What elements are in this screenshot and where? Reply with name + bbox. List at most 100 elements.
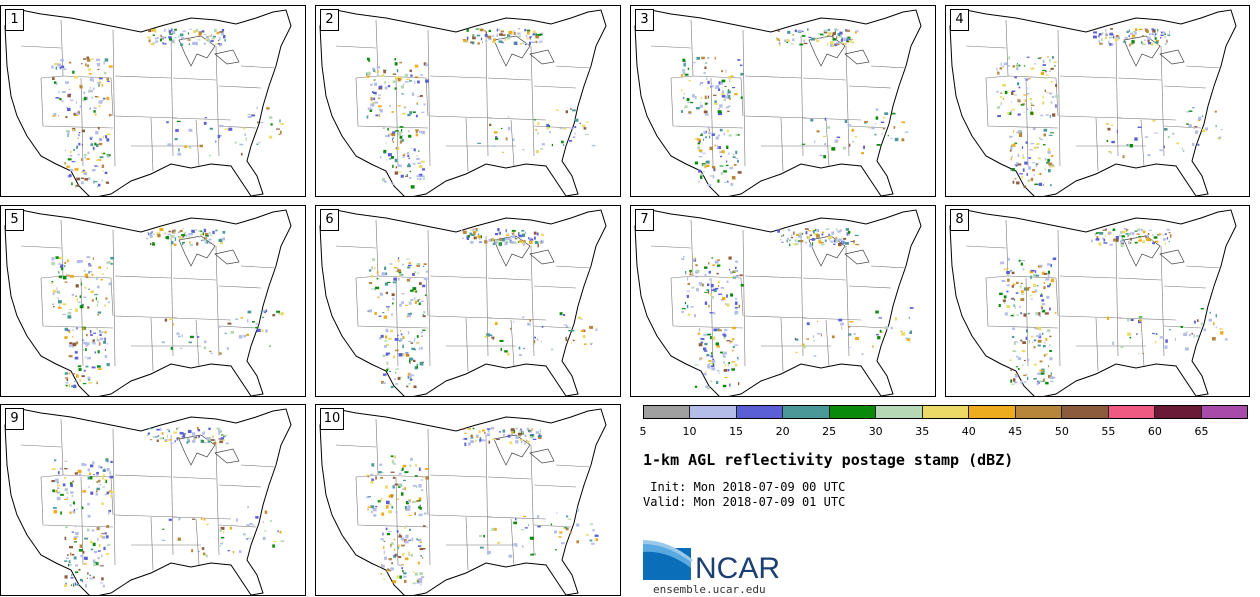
reflectivity-cell bbox=[817, 333, 821, 335]
reflectivity-cell bbox=[414, 271, 417, 273]
reflectivity-cell bbox=[689, 274, 693, 276]
reflectivity-cell bbox=[385, 142, 387, 144]
reflectivity-cell bbox=[179, 347, 183, 349]
reflectivity-cell bbox=[380, 538, 384, 541]
reflectivity-cell bbox=[81, 506, 84, 510]
reflectivity-cell bbox=[704, 291, 708, 293]
reflectivity-cell bbox=[885, 327, 888, 330]
reflectivity-cell bbox=[413, 359, 416, 362]
reflectivity-cell bbox=[218, 238, 223, 242]
reflectivity-cell bbox=[374, 94, 378, 96]
reflectivity-cell bbox=[530, 553, 534, 556]
reflectivity-cell bbox=[495, 240, 498, 244]
reflectivity-cell bbox=[1011, 335, 1015, 338]
reflectivity-cell bbox=[571, 127, 574, 129]
reflectivity-cell bbox=[727, 369, 730, 372]
reflectivity-cell bbox=[91, 366, 96, 369]
reflectivity-cell bbox=[378, 105, 382, 108]
reflectivity-cell bbox=[72, 129, 75, 131]
reflectivity-cell bbox=[470, 440, 474, 443]
reflectivity-cell bbox=[1051, 95, 1055, 98]
reflectivity-cell bbox=[52, 289, 56, 294]
reflectivity-cell bbox=[736, 357, 739, 359]
reflectivity-cell bbox=[405, 509, 407, 511]
reflectivity-cell bbox=[379, 156, 382, 159]
reflectivity-cell bbox=[1157, 29, 1159, 32]
reflectivity-cell bbox=[223, 531, 225, 534]
reflectivity-cell bbox=[58, 471, 60, 475]
reflectivity-cell bbox=[472, 34, 474, 38]
reflectivity-cell bbox=[534, 336, 536, 339]
reflectivity-cell bbox=[279, 119, 281, 123]
reflectivity-cell bbox=[688, 80, 692, 82]
reflectivity-cell bbox=[252, 524, 255, 526]
reflectivity-cell bbox=[1035, 163, 1038, 165]
reflectivity-cell bbox=[523, 347, 525, 350]
reflectivity-cell bbox=[802, 346, 806, 349]
reflectivity-cell bbox=[487, 429, 490, 433]
reflectivity-cell bbox=[723, 361, 725, 364]
reflectivity-cell bbox=[189, 28, 192, 30]
reflectivity-cell bbox=[370, 288, 375, 290]
reflectivity-cell bbox=[694, 385, 698, 388]
reflectivity-cell bbox=[1015, 366, 1019, 368]
reflectivity-cell bbox=[88, 271, 90, 274]
reflectivity-cell bbox=[70, 482, 73, 486]
reflectivity-cell bbox=[801, 143, 806, 145]
reflectivity-cell bbox=[164, 439, 168, 442]
reflectivity-cell bbox=[374, 312, 377, 315]
reflectivity-cell bbox=[404, 579, 407, 583]
reflectivity-cell bbox=[1215, 314, 1217, 318]
reflectivity-cell bbox=[720, 172, 724, 175]
reflectivity-cell bbox=[92, 257, 94, 260]
colorbar-tick-label: 30 bbox=[868, 425, 883, 438]
reflectivity-cell bbox=[1028, 78, 1031, 80]
reflectivity-cell bbox=[999, 292, 1003, 296]
reflectivity-cell bbox=[1035, 274, 1040, 277]
reflectivity-cell bbox=[398, 353, 403, 357]
reflectivity-cell bbox=[93, 474, 95, 476]
reflectivity-cell bbox=[1018, 368, 1020, 370]
conus-map bbox=[634, 9, 922, 196]
reflectivity-cell bbox=[1030, 67, 1035, 70]
reflectivity-cell bbox=[183, 231, 186, 235]
reflectivity-cell bbox=[72, 480, 74, 483]
reflectivity-cell bbox=[824, 30, 828, 33]
reflectivity-cell bbox=[96, 481, 98, 483]
reflectivity-cell bbox=[174, 36, 177, 39]
reflectivity-cell bbox=[997, 71, 1000, 75]
reflectivity-cell bbox=[715, 85, 720, 89]
reflectivity-cell bbox=[106, 525, 110, 528]
reflectivity-cell bbox=[1142, 352, 1144, 354]
reflectivity-cell bbox=[406, 385, 409, 388]
reflectivity-cell bbox=[852, 243, 855, 245]
reflectivity-cell bbox=[684, 106, 688, 109]
reflectivity-cell bbox=[401, 467, 404, 471]
reflectivity-cell bbox=[159, 38, 162, 42]
reflectivity-cell bbox=[390, 567, 394, 571]
map-panel-4: 4 bbox=[945, 5, 1250, 197]
reflectivity-cell bbox=[710, 296, 714, 299]
reflectivity-cell bbox=[731, 338, 735, 341]
reflectivity-cell bbox=[837, 230, 841, 233]
reflectivity-cell bbox=[1157, 234, 1160, 236]
reflectivity-cell bbox=[215, 229, 218, 232]
reflectivity-cell bbox=[535, 33, 538, 37]
reflectivity-cell bbox=[94, 113, 97, 116]
reflectivity-cell bbox=[682, 58, 686, 62]
reflectivity-cell bbox=[531, 41, 535, 43]
reflectivity-cell bbox=[69, 563, 72, 566]
reflectivity-cell bbox=[550, 523, 552, 526]
reflectivity-cell bbox=[85, 96, 89, 101]
reflectivity-cell bbox=[799, 240, 804, 243]
reflectivity-cell bbox=[711, 365, 715, 367]
reflectivity-cell bbox=[707, 56, 710, 59]
reflectivity-cell bbox=[410, 312, 412, 315]
reflectivity-cell bbox=[717, 110, 722, 114]
reflectivity-cell bbox=[101, 554, 103, 558]
reflectivity-cell bbox=[398, 556, 402, 558]
reflectivity-cell bbox=[418, 578, 423, 582]
reflectivity-cell bbox=[1119, 234, 1121, 237]
reflectivity-cell bbox=[548, 125, 550, 128]
reflectivity-cell bbox=[1020, 282, 1023, 285]
